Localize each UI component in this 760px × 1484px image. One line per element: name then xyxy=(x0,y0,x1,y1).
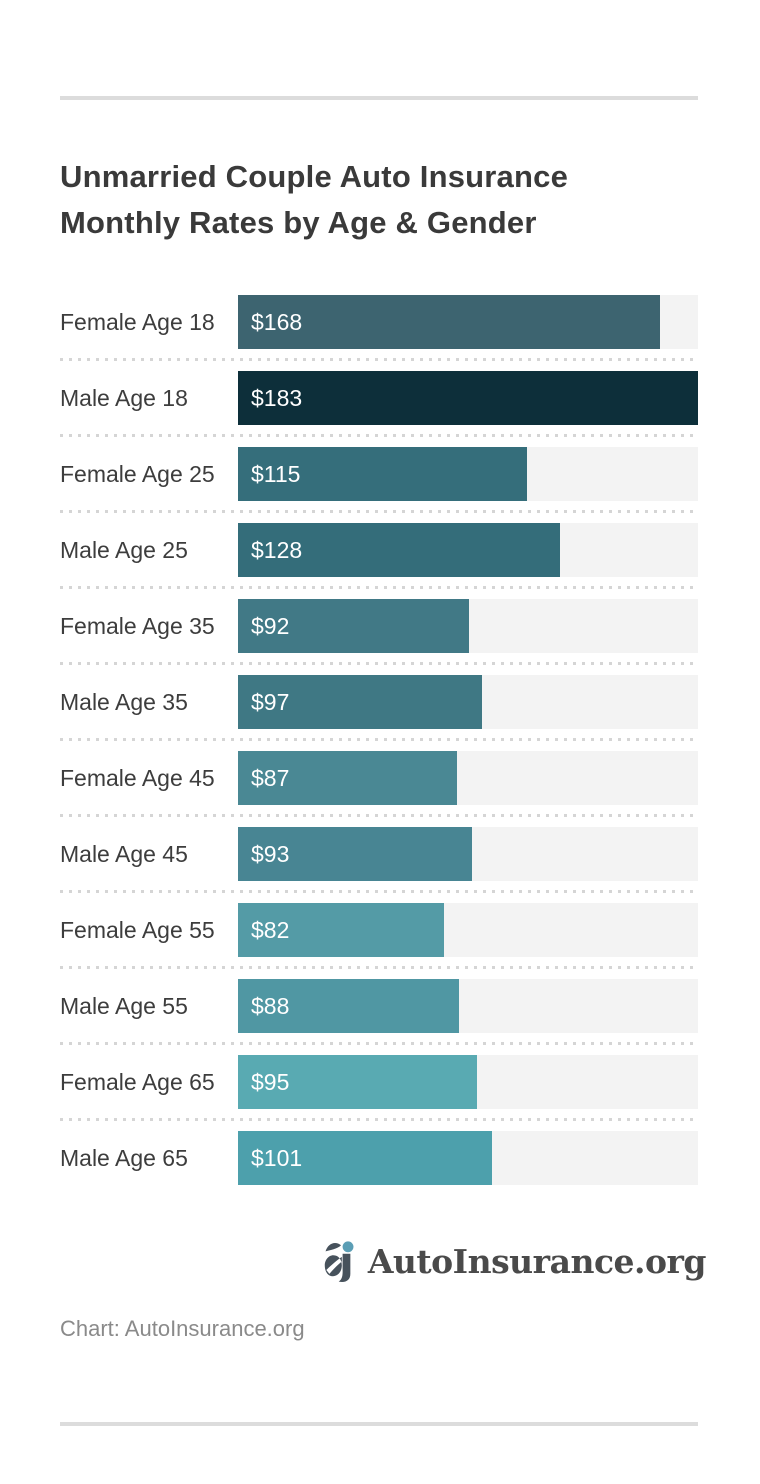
bar: $115 xyxy=(238,447,528,501)
category-label: Male Age 25 xyxy=(60,536,188,563)
bar-track: $128 xyxy=(238,523,698,577)
bar-value-label: $97 xyxy=(251,688,290,715)
category-label: Female Age 45 xyxy=(60,764,215,791)
chart-title-line1: Unmarried Couple Auto Insurance xyxy=(60,159,569,194)
aj-monogram-icon xyxy=(324,1241,354,1283)
bar-value-label: $92 xyxy=(251,612,290,639)
bar: $82 xyxy=(238,903,445,957)
dotted-separator xyxy=(60,662,698,665)
bar-value-label: $168 xyxy=(251,308,303,335)
bar-track: $82 xyxy=(238,903,698,957)
dotted-separator xyxy=(60,966,698,969)
bar: $95 xyxy=(238,1055,477,1109)
bar: $88 xyxy=(238,979,460,1033)
chart-row: Male Age 25 $128 xyxy=(60,523,698,599)
bar-value-label: $88 xyxy=(251,992,290,1019)
top-divider xyxy=(60,96,698,100)
dotted-separator xyxy=(60,738,698,741)
category-label: Male Age 65 xyxy=(60,1144,188,1171)
logo-text: AutoInsurance.org xyxy=(367,1242,707,1281)
bar: $168 xyxy=(238,295,661,349)
bar-value-label: $101 xyxy=(251,1144,303,1171)
dotted-separator xyxy=(60,358,698,361)
bar-value-label: $183 xyxy=(251,384,303,411)
bar-value-label: $128 xyxy=(251,536,303,563)
category-label: Female Age 65 xyxy=(60,1068,215,1095)
category-label: Male Age 45 xyxy=(60,840,188,867)
bar-value-label: $82 xyxy=(251,916,290,943)
dotted-separator xyxy=(60,586,698,589)
bar-track: $88 xyxy=(238,979,698,1033)
category-label: Female Age 55 xyxy=(60,916,215,943)
bar: $101 xyxy=(238,1131,492,1185)
category-label: Male Age 35 xyxy=(60,688,188,715)
chart-row: Male Age 55 $88 xyxy=(60,979,698,1055)
dotted-separator xyxy=(60,1118,698,1121)
chart-row: Female Age 35 $92 xyxy=(60,599,698,675)
chart-title-line2: Monthly Rates by Age & Gender xyxy=(60,205,537,240)
chart-row: Male Age 18 $183 xyxy=(60,371,698,447)
bar: $93 xyxy=(238,827,472,881)
dotted-separator xyxy=(60,814,698,817)
bar: $87 xyxy=(238,751,457,805)
bar: $128 xyxy=(238,523,560,577)
category-label: Male Age 55 xyxy=(60,992,188,1019)
chart-row: Female Age 45 $87 xyxy=(60,751,698,827)
dotted-separator xyxy=(60,890,698,893)
bar-track: $168 xyxy=(238,295,698,349)
bar: $183 xyxy=(238,371,698,425)
bar-chart: Female Age 18 $168 Male Age 18 $183 xyxy=(60,295,698,1185)
bar-track: $101 xyxy=(238,1131,698,1185)
autoinsurance-logo: AutoInsurance.org xyxy=(324,1238,707,1285)
bar-track: $115 xyxy=(238,447,698,501)
bar-value-label: $95 xyxy=(251,1068,290,1095)
bar: $97 xyxy=(238,675,482,729)
bar-track: $97 xyxy=(238,675,698,729)
bar-track: $87 xyxy=(238,751,698,805)
chart-row: Male Age 35 $97 xyxy=(60,675,698,751)
bar-track: $92 xyxy=(238,599,698,653)
bar-value-label: $93 xyxy=(251,840,290,867)
category-label: Male Age 18 xyxy=(60,384,188,411)
source-caption: Chart: AutoInsurance.org xyxy=(60,1316,305,1341)
dotted-separator xyxy=(60,434,698,437)
bar-track: $95 xyxy=(238,1055,698,1109)
chart-row: Female Age 65 $95 xyxy=(60,1055,698,1131)
dotted-separator xyxy=(60,510,698,513)
chart-row: Female Age 55 $82 xyxy=(60,903,698,979)
bar-track: $183 xyxy=(238,371,698,425)
bar: $92 xyxy=(238,599,470,653)
category-label: Female Age 35 xyxy=(60,612,215,639)
dotted-separator xyxy=(60,1042,698,1045)
bar-value-label: $115 xyxy=(251,460,301,487)
bar-value-label: $87 xyxy=(251,764,290,791)
chart-row: Male Age 45 $93 xyxy=(60,827,698,903)
chart-row: Male Age 65 $101 xyxy=(60,1131,698,1185)
chart-title: Unmarried Couple Auto Insurance Monthly … xyxy=(60,154,700,246)
chart-row: Female Age 25 $115 xyxy=(60,447,698,523)
bar-track: $93 xyxy=(238,827,698,881)
bottom-divider xyxy=(60,1422,698,1426)
category-label: Female Age 25 xyxy=(60,460,215,487)
category-label: Female Age 18 xyxy=(60,308,215,335)
chart-row: Female Age 18 $168 xyxy=(60,295,698,371)
